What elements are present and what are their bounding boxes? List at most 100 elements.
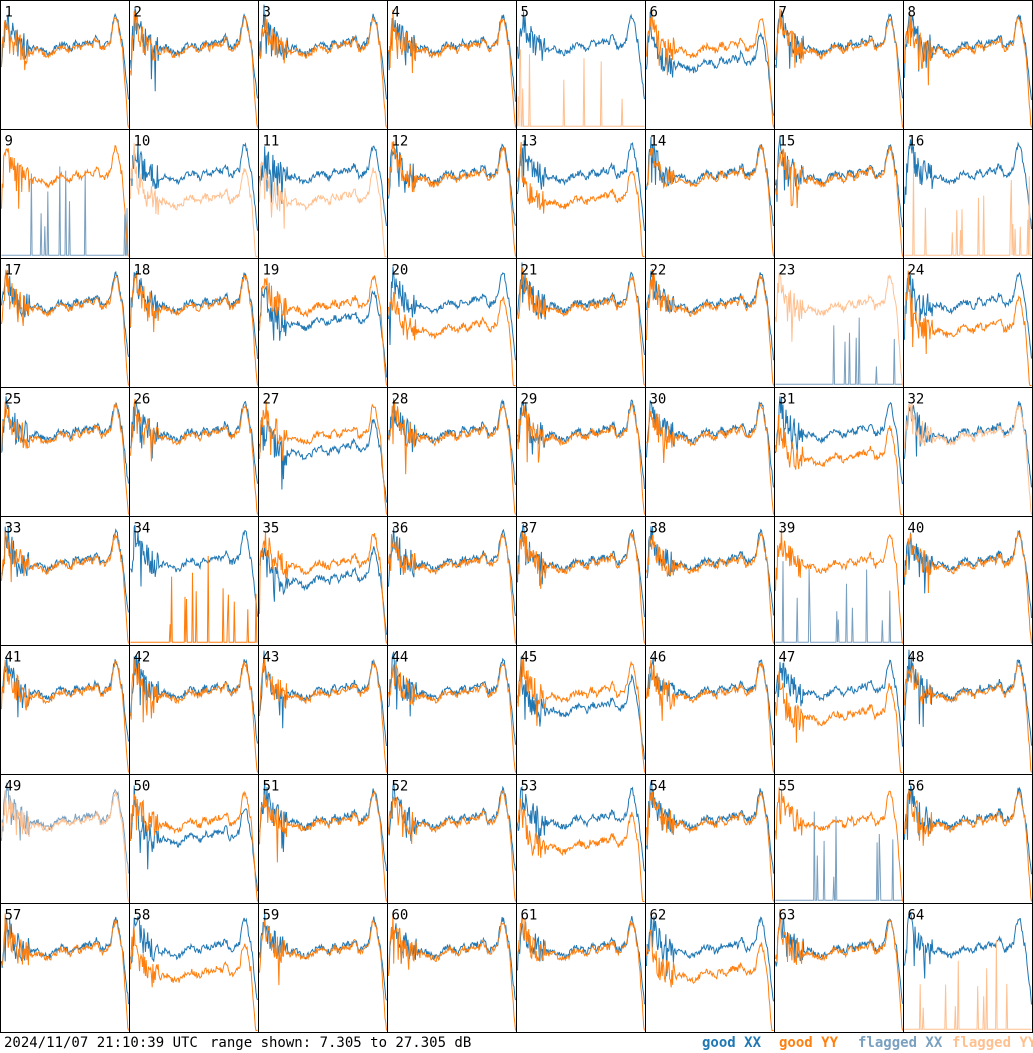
panel-frame xyxy=(0,645,130,775)
panel-frame xyxy=(774,903,904,1033)
panel-29: 29 xyxy=(516,387,646,517)
panel-55: 55 xyxy=(774,774,904,904)
panel-label: 24 xyxy=(908,263,925,279)
series-xx-line xyxy=(517,399,645,490)
panel-45: 45 xyxy=(516,645,646,775)
series-yy-line xyxy=(517,915,645,1031)
panel-31: 31 xyxy=(774,387,904,517)
panel-label: 18 xyxy=(134,263,151,279)
series-xx-line xyxy=(775,811,903,901)
panel-frame xyxy=(0,516,130,646)
panel-37: 37 xyxy=(516,516,646,646)
series-xx-line xyxy=(130,524,258,617)
panel-frame xyxy=(387,129,517,259)
panel-62: 62 xyxy=(645,903,775,1033)
series-yy-line xyxy=(130,555,258,643)
panel-label: 52 xyxy=(392,779,409,795)
series-yy-line xyxy=(775,145,903,257)
series-yy-line xyxy=(130,143,258,257)
panel-label: 64 xyxy=(908,908,925,924)
panel-label: 9 xyxy=(5,134,13,150)
panel-label: 3 xyxy=(263,5,271,21)
panel-14: 14 xyxy=(645,129,775,259)
panel-1: 1 xyxy=(0,0,130,130)
panel-frame xyxy=(258,774,388,904)
series-yy-line xyxy=(646,790,774,902)
series-xx-line xyxy=(259,419,387,503)
series-yy-line xyxy=(130,398,258,515)
series-yy-line xyxy=(775,8,903,128)
panel-43: 43 xyxy=(258,645,388,775)
series-yy-line xyxy=(517,655,645,773)
series-xx-line xyxy=(775,396,903,485)
panel-38: 38 xyxy=(645,516,775,646)
panel-frame xyxy=(774,258,904,388)
panel-label: 34 xyxy=(134,521,151,537)
panel-frame xyxy=(0,774,130,904)
panel-frame xyxy=(903,387,1033,517)
panel-label: 32 xyxy=(908,392,925,408)
panel-34: 34 xyxy=(129,516,259,646)
panel-frame xyxy=(258,258,388,388)
legend-flagged-yy: flagged YY xyxy=(952,1035,1033,1051)
series-yy-line xyxy=(517,530,645,644)
series-xx-line xyxy=(517,916,645,1005)
panel-label: 15 xyxy=(779,134,796,150)
panel-label: 41 xyxy=(5,650,22,666)
series-yy-line xyxy=(259,790,387,902)
series-yy-line xyxy=(130,657,258,773)
panel-frame xyxy=(129,0,259,130)
series-yy-line xyxy=(775,528,903,644)
panel-7: 7 xyxy=(774,0,904,130)
panel-frame xyxy=(0,258,130,388)
series-yy-line xyxy=(388,533,516,644)
series-xx-line xyxy=(130,785,258,892)
panel-label: 53 xyxy=(521,779,538,795)
panel-48: 48 xyxy=(903,645,1033,775)
panel-frame xyxy=(258,0,388,130)
panel-label: 49 xyxy=(5,779,22,795)
panel-56: 56 xyxy=(903,774,1033,904)
series-yy-line xyxy=(646,269,774,386)
series-yy-line xyxy=(517,402,645,515)
panel-33: 33 xyxy=(0,516,130,646)
panel-52: 52 xyxy=(387,774,517,904)
panel-frame xyxy=(258,903,388,1033)
panel-frame xyxy=(645,516,775,646)
series-yy-line xyxy=(259,160,387,257)
series-yy-line xyxy=(388,291,516,386)
range-text: range shown: 7.305 to 27.305 dB xyxy=(210,1035,472,1051)
series-yy-line xyxy=(1,531,129,644)
panel-label: 20 xyxy=(392,263,409,279)
panel-label: 60 xyxy=(392,908,409,924)
panel-28: 28 xyxy=(387,387,517,517)
panel-label: 58 xyxy=(134,908,151,924)
series-xx-line xyxy=(130,270,258,359)
panel-label: 62 xyxy=(650,908,667,924)
panel-label: 35 xyxy=(263,521,280,537)
series-xx-line xyxy=(775,317,903,385)
panel-label: 25 xyxy=(5,392,22,408)
series-xx-line xyxy=(517,262,645,355)
series-yy-line xyxy=(130,927,258,1031)
series-yy-line xyxy=(259,919,387,1031)
series-yy-line xyxy=(904,663,1032,773)
panel-frame xyxy=(0,387,130,517)
panel-39: 39 xyxy=(774,516,904,646)
series-yy-line xyxy=(904,168,1032,256)
series-yy-line xyxy=(775,909,903,1031)
panel-label: 37 xyxy=(521,521,538,537)
panel-44: 44 xyxy=(387,645,517,775)
panel-label: 1 xyxy=(5,5,13,21)
panel-label: 29 xyxy=(521,392,538,408)
series-xx-line xyxy=(388,781,516,871)
panel-label: 59 xyxy=(263,908,280,924)
panel-frame xyxy=(774,129,904,259)
series-yy-line xyxy=(646,403,774,515)
panel-51: 51 xyxy=(258,774,388,904)
series-yy-line xyxy=(517,798,645,902)
series-xx-line xyxy=(904,271,1032,359)
panel-label: 56 xyxy=(908,779,925,795)
panel-15: 15 xyxy=(774,129,904,259)
legend-good-yy: good YY xyxy=(779,1035,839,1051)
